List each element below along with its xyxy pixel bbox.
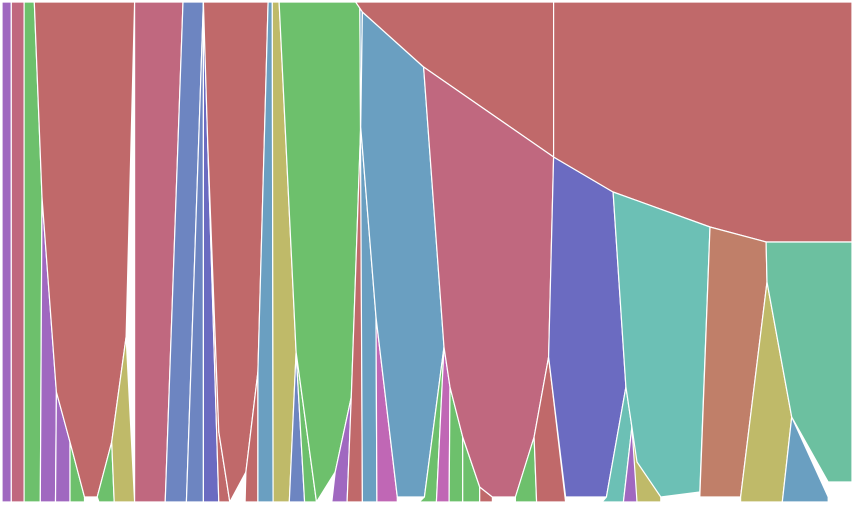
stream-band-35 xyxy=(533,356,567,503)
stream-band-44 xyxy=(781,416,829,503)
stream-band-1 xyxy=(1,1,12,503)
stream-band-45 xyxy=(765,241,853,483)
stream-band-2 xyxy=(10,1,25,503)
stream-band-7 xyxy=(33,1,136,498)
stream-band-17 xyxy=(257,1,274,503)
